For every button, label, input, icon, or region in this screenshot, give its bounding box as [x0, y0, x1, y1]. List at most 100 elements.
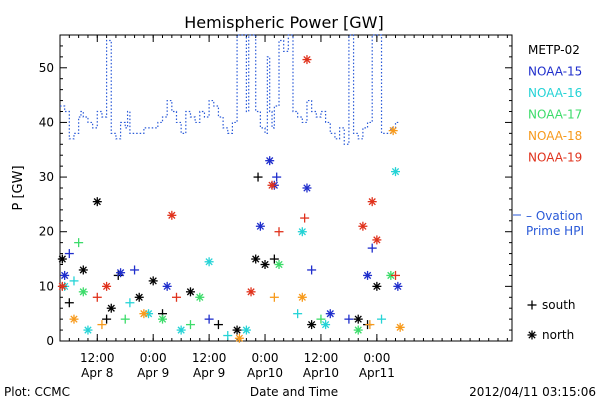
x-tick-label-date: Apr10 [247, 366, 283, 380]
data-point-south [223, 331, 233, 341]
x-tick-label-time: 0:00 [140, 351, 167, 365]
data-point-north [297, 227, 307, 237]
data-point-north [241, 325, 251, 335]
data-point-north [395, 322, 405, 332]
marker-stroke [252, 255, 260, 263]
marker-stroke [268, 181, 276, 189]
data-point-north [158, 314, 168, 324]
legend-item-noaa-18: NOAA-18 [528, 129, 582, 143]
data-point-north [148, 276, 158, 286]
data-point-south [367, 243, 377, 253]
marker-stroke [102, 282, 111, 290]
footer-timestamp: 2012/04/11 03:15:06 [469, 385, 596, 399]
y-tick-labels: 0 10 20 30 40 50 [39, 61, 54, 348]
legend-item-noaa-17: NOAA-17 [528, 108, 582, 122]
data-point-north [69, 314, 79, 324]
marker-stroke [233, 326, 241, 334]
data-point-north [265, 156, 275, 166]
marker-stroke [196, 293, 204, 301]
data-point-north [78, 265, 88, 275]
data-point-south [269, 254, 279, 264]
y-tick-label: 0 [46, 334, 54, 348]
data-point-north [232, 325, 242, 335]
x-tick-label-date: Apr 8 [81, 366, 113, 380]
data-point-north [325, 309, 335, 319]
marker-stroke [135, 293, 143, 301]
y-tick-label: 50 [39, 61, 54, 75]
x-axis-label: Date and Time [250, 385, 338, 399]
x-tick-label-date: Apr11 [359, 366, 395, 380]
plot-area [57, 34, 513, 343]
legend-item-noaa-15: NOAA-15 [528, 65, 582, 79]
data-point-south [344, 314, 354, 324]
marker-stroke [186, 288, 195, 296]
data-point-south [316, 314, 326, 324]
data-point-north [167, 210, 177, 220]
marker-stroke [163, 282, 171, 290]
marker-stroke [247, 288, 255, 296]
marker-stroke [93, 198, 101, 206]
marker-stroke [391, 167, 400, 176]
data-point-south [120, 314, 130, 324]
data-point-north [302, 183, 312, 193]
data-point-south [272, 172, 282, 182]
data-point-north [321, 320, 331, 330]
marker-stroke [168, 211, 176, 219]
data-point-north [78, 287, 88, 297]
data-point-north [353, 325, 363, 335]
marker-stroke [107, 304, 115, 312]
data-point-south [253, 172, 263, 182]
marker-stroke [354, 326, 362, 334]
plot-frame [59, 34, 513, 342]
data-point-north [234, 333, 244, 343]
data-point-north [57, 281, 67, 291]
data-point-south [69, 276, 79, 286]
data-point-south [171, 292, 181, 302]
data-point-north [251, 254, 261, 264]
marker-stroke [84, 326, 92, 334]
marker-stroke [79, 266, 87, 274]
marker-stroke [235, 334, 244, 342]
x-tick-label-date: Apr 9 [137, 366, 169, 380]
y-tick-label: 40 [39, 115, 54, 129]
marker-stroke [389, 126, 397, 135]
data-point-north [255, 221, 265, 231]
data-point-north [162, 281, 172, 291]
data-point-south [377, 314, 387, 324]
marker-stroke [373, 236, 381, 244]
data-point-north [204, 257, 214, 267]
marker-stroke [70, 315, 78, 323]
data-point-north [267, 180, 277, 190]
data-point-south [64, 249, 74, 259]
marker-stroke [205, 258, 213, 266]
legend-marker-south [527, 300, 537, 310]
marker-stroke [177, 326, 185, 334]
legend-item-noaa-19: NOAA-19 [528, 151, 582, 165]
data-point-north [102, 281, 112, 291]
x-tick-label-time: 0:00 [363, 351, 390, 365]
data-point-south [64, 298, 74, 308]
data-point-south [185, 320, 195, 330]
marker-stroke [373, 282, 381, 290]
x-tick-label-date: Apr10 [303, 366, 339, 380]
data-point-north [372, 281, 382, 291]
footer-plot-credit: Plot: CCMC [4, 385, 70, 399]
data-point-north [92, 197, 102, 207]
data-point-north [134, 292, 144, 302]
x-tick-label-time: 12:00 [304, 351, 339, 365]
data-point-north [60, 270, 70, 280]
y-tick-label: 30 [39, 170, 54, 184]
marker-stroke [396, 323, 404, 331]
data-point-north [139, 309, 149, 319]
marker-stroke [303, 184, 311, 192]
legend-ovation-label: Prime HPI [526, 224, 584, 238]
data-point-north [367, 197, 377, 207]
data-point-north [363, 270, 373, 280]
x-tick-label-time: 12:00 [192, 351, 227, 365]
data-point-north [358, 221, 368, 231]
legend-marker-label-north: north [542, 328, 574, 342]
data-point-south [213, 320, 223, 330]
marker-stroke [363, 271, 372, 280]
y-tick-label: 20 [39, 225, 54, 239]
